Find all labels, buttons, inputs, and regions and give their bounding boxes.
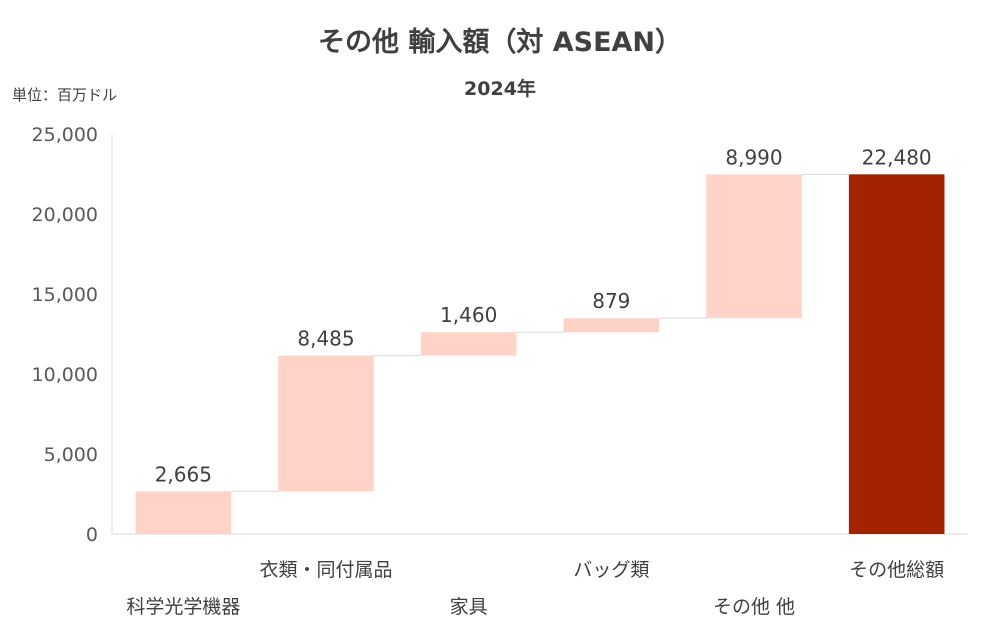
x-category-label: 衣類・同付属品 bbox=[259, 559, 392, 581]
y-tick-label: 20,000 bbox=[32, 204, 98, 226]
y-tick-label: 10,000 bbox=[32, 364, 98, 386]
chart-subtitle: 2024年 bbox=[464, 77, 536, 100]
x-category-label: 家具 bbox=[450, 596, 488, 618]
bar-increase bbox=[135, 491, 232, 534]
bar-increase bbox=[278, 355, 374, 492]
data-label: 2,665 bbox=[155, 462, 212, 486]
bar-increase bbox=[706, 174, 802, 319]
connectors bbox=[231, 173, 849, 492]
unit-label: 単位：百万ドル bbox=[12, 86, 117, 104]
data-label: 879 bbox=[592, 289, 630, 313]
chart-title: その他 輸入額（対 ASEAN） bbox=[318, 26, 682, 58]
bar-total bbox=[848, 174, 945, 534]
axes: 0 5,000 10,000 15,000 20,000 25,000 科学光学機器衣類・同… bbox=[32, 124, 968, 618]
y-tick-label: 15,000 bbox=[32, 284, 98, 306]
x-category-label: その他 他 bbox=[713, 596, 795, 618]
data-label: 1,460 bbox=[440, 303, 497, 327]
y-tick-label: 5,000 bbox=[44, 444, 98, 466]
data-label: 8,485 bbox=[297, 327, 354, 351]
x-category-label: その他総額 bbox=[849, 559, 944, 581]
x-category-label: 科学光学機器 bbox=[126, 596, 240, 618]
data-label: 8,990 bbox=[725, 145, 782, 169]
y-tick-label: 25,000 bbox=[32, 124, 98, 146]
bar-increase bbox=[563, 318, 660, 333]
data-labels: 2,665 8,485 1,460 879 8,990 22,480 bbox=[155, 145, 932, 486]
x-category-label: バッグ類 bbox=[573, 559, 649, 581]
data-label: 22,480 bbox=[862, 145, 932, 169]
y-tick-label: 0 bbox=[86, 524, 98, 546]
bars bbox=[135, 174, 945, 534]
bar-increase bbox=[420, 332, 517, 356]
